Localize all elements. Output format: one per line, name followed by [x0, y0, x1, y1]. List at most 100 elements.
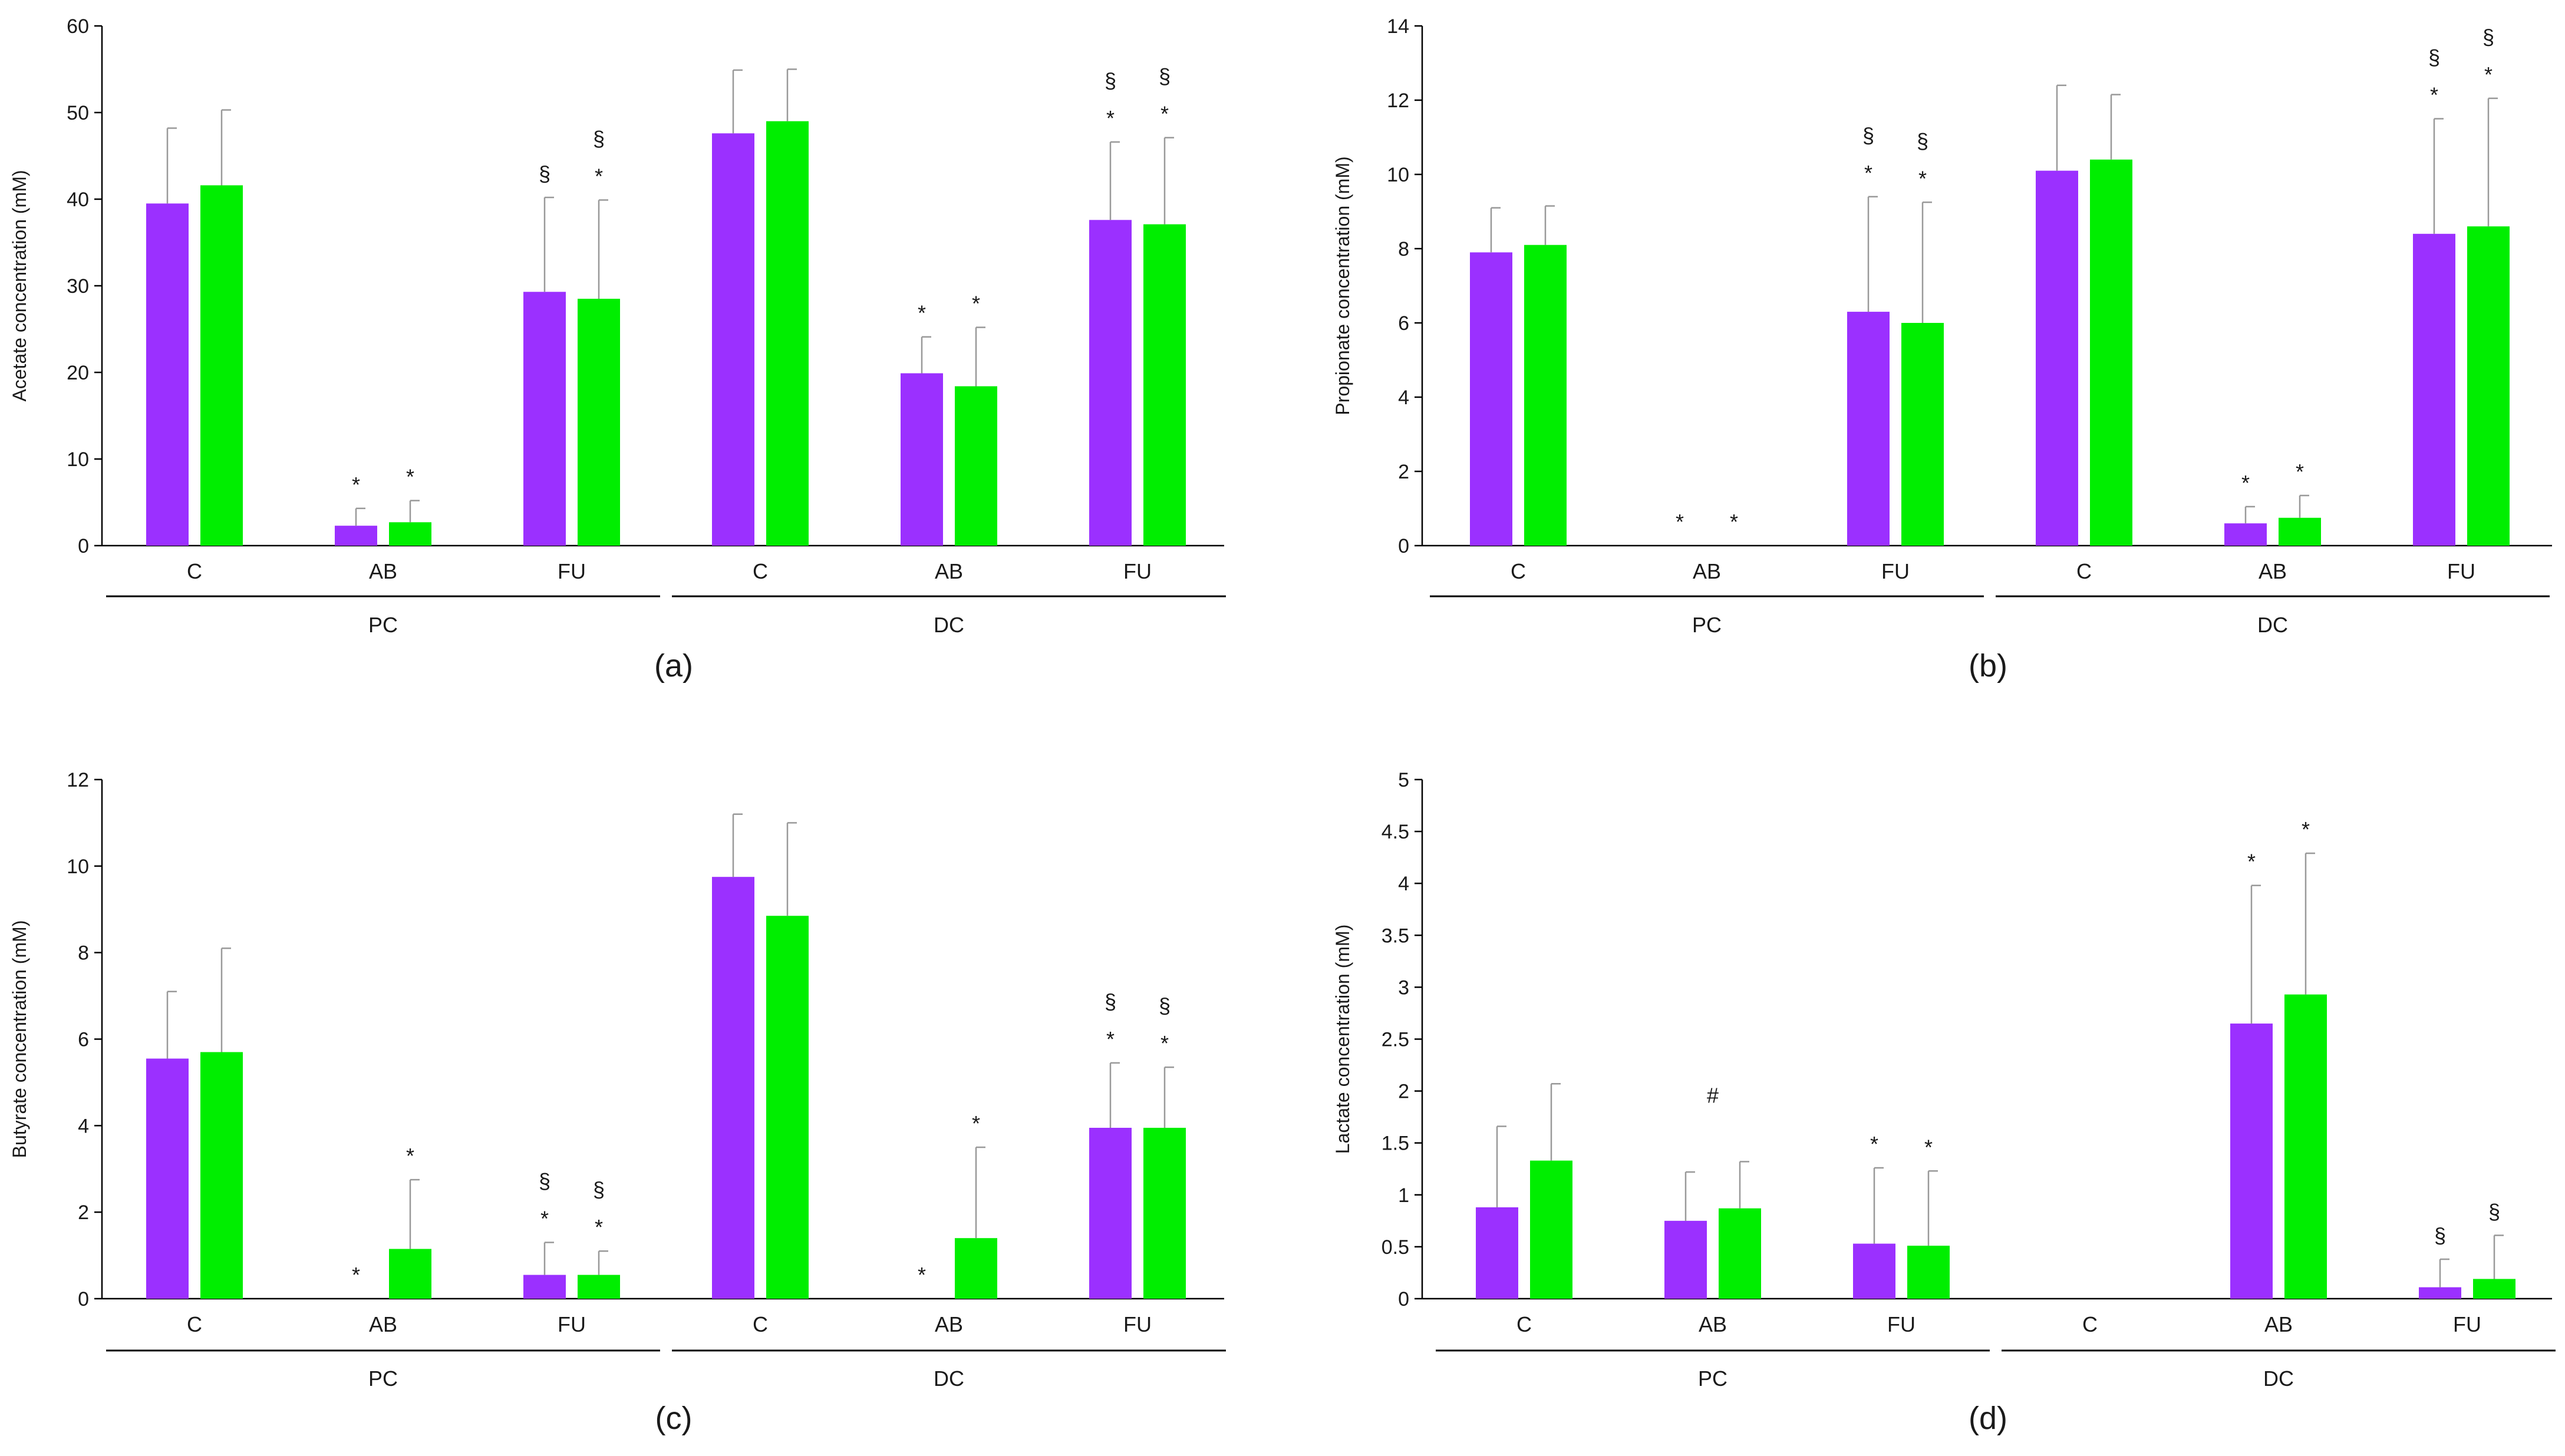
significance-mark: * [972, 1111, 980, 1135]
category-annotation: # [1707, 1083, 1719, 1107]
bar [2279, 517, 2321, 546]
significance-mark: * [1918, 166, 1927, 190]
y-tick-label: 10 [1387, 164, 1409, 186]
y-tick-label: 30 [67, 275, 89, 298]
bar [1847, 312, 1890, 546]
y-tick-label: 0.5 [1382, 1236, 1409, 1259]
significance-mark: § [1105, 989, 1116, 1013]
bar [766, 121, 809, 546]
panel-label: (a) [654, 648, 693, 684]
significance-mark: * [2302, 817, 2310, 841]
y-axis-title: Butyrate concentration (mM) [9, 920, 30, 1158]
significance-mark: * [595, 164, 603, 188]
chart-panel-d: 0 0.5 1 1.5 2 2.5 3 3.5 4 4.5 5 Lactate concentrati… [1332, 769, 2556, 1436]
significance-mark: * [1106, 106, 1115, 130]
y-axis-title: Acetate concentration (mM) [9, 170, 30, 401]
significance-mark: * [2296, 460, 2304, 484]
x-category-label: AB [1693, 559, 1721, 583]
y-tick-label: 3.5 [1382, 925, 1409, 947]
x-category-label: AB [2259, 559, 2287, 583]
y-tick-label: 0 [78, 535, 89, 557]
significance-mark: * [1676, 510, 1684, 534]
significance-mark: § [539, 1169, 550, 1193]
significance-mark: * [352, 473, 360, 497]
significance-mark: * [972, 292, 980, 316]
y-tick-label: 60 [67, 15, 89, 38]
y-tick-label: 4 [1398, 873, 1409, 895]
significance-mark: * [1730, 510, 1738, 534]
significance-mark: § [1105, 68, 1116, 93]
bar [1901, 323, 1944, 546]
significance-mark: * [2241, 471, 2250, 495]
significance-mark: * [352, 1263, 360, 1287]
x-category-label: C [1511, 559, 1526, 583]
group-label: DC [934, 613, 964, 637]
bar [2419, 1287, 2461, 1299]
bar [1143, 224, 1186, 546]
x-category-label: C [187, 1312, 202, 1336]
bar [2230, 1024, 2273, 1299]
bar [2473, 1279, 2515, 1299]
x-category-label: FU [1123, 1312, 1152, 1336]
significance-mark: § [593, 126, 605, 150]
y-tick-label: 8 [1398, 238, 1409, 260]
chart-panel-b: 0 2 4 6 8 10 12 14 Propionate concentration (mM)… [1332, 15, 2552, 684]
y-tick-label: 40 [67, 189, 89, 211]
y-tick-label: 3 [1398, 976, 1409, 999]
y-tick-label: 1.5 [1382, 1133, 1409, 1155]
bar [578, 1275, 620, 1299]
significance-mark: * [2247, 850, 2256, 874]
panel-label: (b) [1969, 648, 2007, 684]
y-tick-label: 2 [78, 1201, 89, 1224]
bar [2036, 170, 2078, 546]
bar [146, 1058, 189, 1299]
significance-mark: * [1160, 102, 1169, 126]
significance-mark: * [918, 1263, 926, 1287]
x-category-label: AB [935, 1312, 963, 1336]
bar [2090, 159, 2132, 546]
group-label: PC [368, 1366, 398, 1391]
significance-mark: * [918, 301, 926, 325]
bar [901, 373, 943, 546]
y-tick-label: 10 [67, 448, 89, 471]
significance-mark: § [1917, 128, 1928, 153]
group-label: PC [368, 613, 398, 637]
x-category-label: C [2076, 559, 2092, 583]
bar [1524, 245, 1567, 546]
bar [200, 185, 243, 546]
y-tick-label: 4 [1398, 387, 1409, 409]
bar [1476, 1207, 1518, 1299]
y-tick-label: 2 [1398, 461, 1409, 483]
bar [1719, 1208, 1761, 1299]
y-tick-label: 0 [1398, 1288, 1409, 1310]
x-category-label: FU [2447, 559, 2475, 583]
y-tick-label: 8 [78, 942, 89, 965]
significance-mark: § [1862, 123, 1874, 147]
significance-mark: § [1159, 64, 1171, 88]
y-axis-title: Lactate concentration (mM) [1332, 925, 1353, 1154]
bar [578, 299, 620, 546]
y-tick-label: 14 [1387, 15, 1409, 38]
y-tick-label: 20 [67, 362, 89, 384]
significance-mark: * [1864, 161, 1872, 185]
group-label: DC [2263, 1366, 2294, 1391]
bar [1907, 1246, 1950, 1299]
panel-label: (c) [655, 1401, 693, 1436]
significance-mark: § [539, 161, 550, 186]
bar [523, 292, 566, 546]
bar [1664, 1220, 1707, 1299]
significance-mark: § [2482, 25, 2494, 49]
x-category-label: FU [1881, 559, 1910, 583]
x-category-label: AB [935, 559, 963, 583]
panel-label: (d) [1969, 1401, 2007, 1436]
significance-mark: * [1870, 1132, 1878, 1156]
y-tick-label: 1 [1398, 1184, 1409, 1207]
x-category-label: AB [1699, 1312, 1727, 1336]
y-tick-label: 4.5 [1382, 821, 1409, 843]
bar [955, 386, 997, 546]
group-label: DC [2257, 613, 2288, 637]
x-category-label: C [2082, 1312, 2098, 1336]
bar [2413, 233, 2455, 546]
bar [1089, 220, 1132, 546]
